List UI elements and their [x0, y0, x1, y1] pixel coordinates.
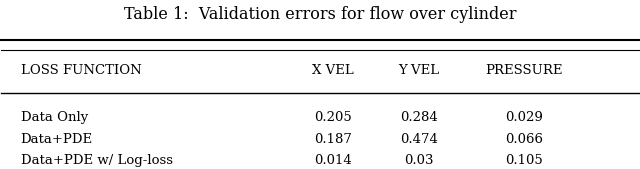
Text: 0.474: 0.474	[400, 133, 438, 146]
Text: Y VEL: Y VEL	[398, 64, 439, 77]
Text: Data+PDE: Data+PDE	[20, 133, 93, 146]
Text: 0.187: 0.187	[314, 133, 352, 146]
Text: LOSS FUNCTION: LOSS FUNCTION	[20, 64, 141, 77]
Text: PRESSURE: PRESSURE	[485, 64, 563, 77]
Text: 0.03: 0.03	[404, 154, 433, 167]
Text: 0.066: 0.066	[505, 133, 543, 146]
Text: Data+PDE w/ Log-loss: Data+PDE w/ Log-loss	[20, 154, 173, 167]
Text: 0.205: 0.205	[314, 111, 351, 124]
Text: 0.105: 0.105	[505, 154, 543, 167]
Text: Table 1:  Validation errors for flow over cylinder: Table 1: Validation errors for flow over…	[124, 6, 516, 23]
Text: X VEL: X VEL	[312, 64, 354, 77]
Text: 0.284: 0.284	[400, 111, 438, 124]
Text: 0.014: 0.014	[314, 154, 351, 167]
Text: Data Only: Data Only	[20, 111, 88, 124]
Text: 0.029: 0.029	[505, 111, 543, 124]
